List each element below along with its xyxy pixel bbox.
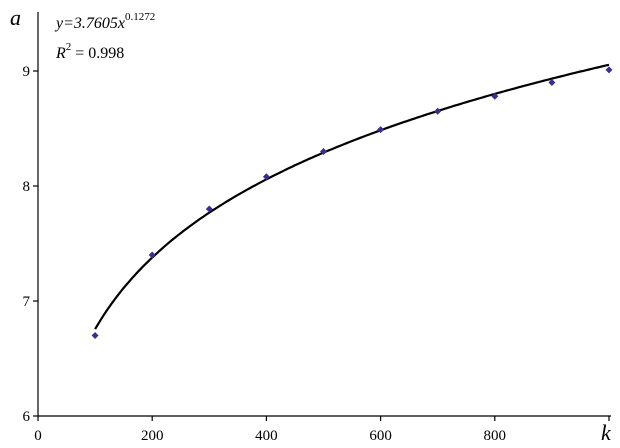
x-tick-label: 0	[34, 428, 42, 444]
data-points	[91, 66, 613, 339]
data-point	[605, 66, 613, 74]
r2-symbol: R	[55, 45, 66, 62]
r2-superscript: 2	[66, 41, 72, 53]
x-axis-label: k	[601, 420, 612, 445]
data-point	[434, 107, 442, 115]
x-tick-label: 200	[141, 428, 164, 444]
data-point	[377, 126, 385, 134]
y-tick-label: 9	[23, 64, 31, 80]
trendline	[94, 63, 610, 330]
x-tick-label: 400	[255, 428, 278, 444]
data-point	[320, 148, 327, 155]
y-tick-label: 6	[23, 409, 31, 425]
data-point	[148, 251, 156, 259]
equation-exponent: 0.1272	[125, 11, 155, 23]
data-point	[205, 205, 213, 213]
data-point	[262, 173, 270, 181]
y-tick-label: 7	[23, 294, 31, 310]
y-ticks: 6 7 8 9	[23, 64, 38, 425]
x-tick-label: 800	[484, 428, 507, 444]
axes: 0 200 400 600 800 6 7 8 9	[23, 12, 611, 444]
y-axis-label: a	[10, 5, 21, 30]
data-point	[91, 332, 99, 339]
r2-value: = 0.998	[71, 45, 124, 62]
x-ticks: 0 200 400 600 800	[34, 416, 610, 444]
r-squared: R2 = 0.998	[55, 41, 124, 62]
y-tick-label: 8	[23, 179, 31, 195]
x-tick-label: 600	[369, 428, 392, 444]
equation-text: y=3.7605x	[54, 15, 125, 32]
data-point	[491, 92, 499, 100]
fit-equation: y=3.7605x0.1272	[54, 11, 155, 32]
data-point	[548, 79, 556, 86]
